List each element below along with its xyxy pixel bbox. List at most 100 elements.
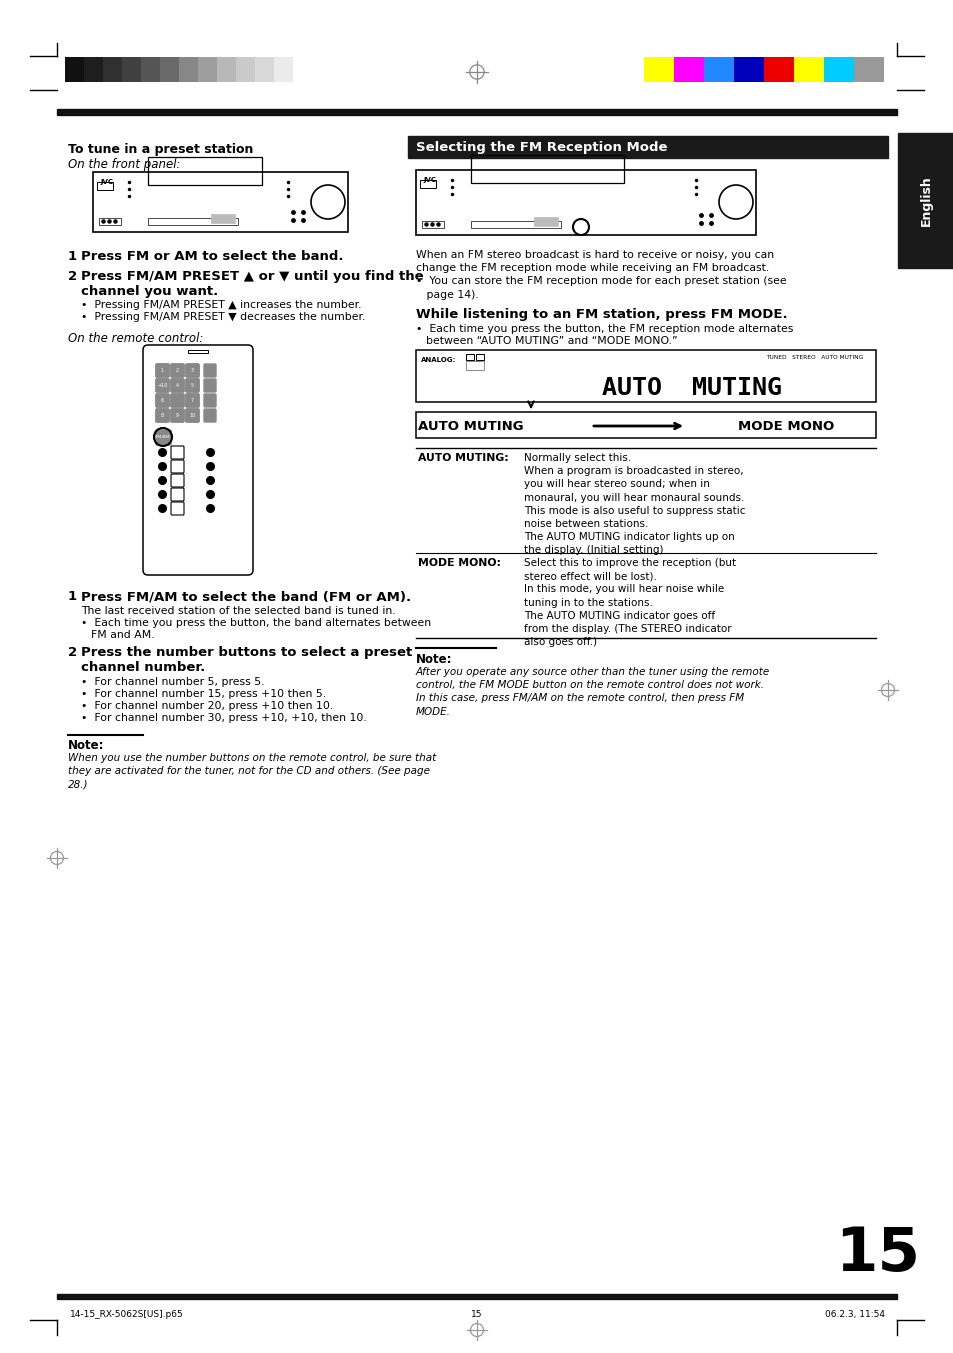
Bar xyxy=(465,354,474,360)
Bar xyxy=(416,350,875,402)
FancyBboxPatch shape xyxy=(155,364,169,377)
Text: 3: 3 xyxy=(191,368,193,373)
Bar xyxy=(188,350,208,353)
Text: Press FM or AM to select the band.: Press FM or AM to select the band. xyxy=(81,250,343,262)
Text: When an FM stereo broadcast is hard to receive or noisy, you can
change the FM r: When an FM stereo broadcast is hard to r… xyxy=(416,250,786,299)
Text: •  Each time you press the button, the band alternates between: • Each time you press the button, the ba… xyxy=(81,618,431,628)
FancyBboxPatch shape xyxy=(186,409,199,422)
Bar xyxy=(198,57,216,83)
Bar xyxy=(57,1293,896,1299)
Text: 2: 2 xyxy=(175,368,179,373)
Text: channel you want.: channel you want. xyxy=(81,285,218,298)
Text: 2: 2 xyxy=(68,271,77,283)
Bar xyxy=(793,57,823,83)
Bar xyxy=(274,57,293,83)
Bar xyxy=(416,170,755,235)
Bar xyxy=(103,57,122,83)
FancyBboxPatch shape xyxy=(171,394,184,407)
Bar xyxy=(534,216,558,226)
Bar xyxy=(65,57,84,83)
Bar xyxy=(408,137,887,158)
Bar xyxy=(476,354,483,360)
Bar xyxy=(211,214,234,223)
FancyBboxPatch shape xyxy=(155,379,169,392)
Bar xyxy=(97,183,112,189)
Text: MODE MONO: MODE MONO xyxy=(737,419,833,433)
Bar xyxy=(235,57,254,83)
Text: 1: 1 xyxy=(68,590,77,603)
FancyBboxPatch shape xyxy=(155,409,169,422)
FancyBboxPatch shape xyxy=(171,409,184,422)
Bar xyxy=(122,57,141,83)
Text: When you use the number buttons on the remote control, be sure that
they are act: When you use the number buttons on the r… xyxy=(68,754,436,789)
FancyBboxPatch shape xyxy=(204,409,215,422)
Text: •  For channel number 15, press +10 then 5.: • For channel number 15, press +10 then … xyxy=(81,689,326,700)
Text: TUNED   STEREO   AUTO MUTING: TUNED STEREO AUTO MUTING xyxy=(765,354,862,360)
Text: 14-15_RX-5062S[US].p65: 14-15_RX-5062S[US].p65 xyxy=(70,1310,184,1319)
Text: 8: 8 xyxy=(161,413,164,418)
Bar xyxy=(188,350,208,354)
Text: •  Pressing FM/AM PRESET ▼ decreases the number.: • Pressing FM/AM PRESET ▼ decreases the … xyxy=(81,313,365,322)
Bar xyxy=(148,218,237,225)
Text: 9: 9 xyxy=(175,413,179,418)
Bar xyxy=(763,57,793,83)
Bar xyxy=(853,57,883,83)
Text: +10: +10 xyxy=(157,383,168,388)
Text: Note:: Note: xyxy=(416,653,452,666)
Bar xyxy=(92,172,348,231)
Text: JVC: JVC xyxy=(422,177,436,183)
Text: AUTO MUTING:: AUTO MUTING: xyxy=(417,453,508,463)
Text: Selecting the FM Reception Mode: Selecting the FM Reception Mode xyxy=(416,142,667,154)
Text: 4: 4 xyxy=(175,383,179,388)
Bar xyxy=(141,57,160,83)
Bar xyxy=(99,218,121,225)
Text: Normally select this.
When a program is broadcasted in stereo,
you will hear ste: Normally select this. When a program is … xyxy=(523,453,744,555)
Bar xyxy=(57,110,896,115)
Text: Press the number buttons to select a preset: Press the number buttons to select a pre… xyxy=(81,645,412,659)
Bar xyxy=(416,413,875,438)
Bar xyxy=(216,57,235,83)
FancyBboxPatch shape xyxy=(204,379,215,392)
Text: While listening to an FM station, press FM MODE.: While listening to an FM station, press … xyxy=(416,308,787,321)
Text: 1: 1 xyxy=(161,368,164,373)
Text: AUTO  MUTING: AUTO MUTING xyxy=(601,376,781,400)
Text: JVC: JVC xyxy=(100,179,112,185)
Bar xyxy=(254,57,274,83)
Text: 5: 5 xyxy=(191,383,193,388)
Bar xyxy=(733,57,763,83)
Text: To tune in a preset station: To tune in a preset station xyxy=(68,143,253,156)
FancyBboxPatch shape xyxy=(204,394,215,407)
Bar xyxy=(703,57,733,83)
Text: 15: 15 xyxy=(835,1224,920,1284)
Bar xyxy=(421,221,443,229)
Text: •  Each time you press the button, the FM reception mode alternates: • Each time you press the button, the FM… xyxy=(416,323,793,334)
Text: 1: 1 xyxy=(68,250,77,262)
FancyBboxPatch shape xyxy=(156,430,171,445)
Bar xyxy=(84,57,103,83)
Text: •  For channel number 20, press +10 then 10.: • For channel number 20, press +10 then … xyxy=(81,701,333,710)
FancyBboxPatch shape xyxy=(171,364,184,377)
Text: 06.2.3, 11:54: 06.2.3, 11:54 xyxy=(824,1310,884,1319)
Bar xyxy=(179,57,198,83)
Text: English: English xyxy=(919,175,931,226)
Bar xyxy=(673,57,703,83)
Text: Note:: Note: xyxy=(68,739,105,752)
Text: On the remote control:: On the remote control: xyxy=(68,331,203,345)
FancyBboxPatch shape xyxy=(171,379,184,392)
Text: 15: 15 xyxy=(471,1310,482,1319)
FancyBboxPatch shape xyxy=(186,394,199,407)
FancyBboxPatch shape xyxy=(155,394,169,407)
Bar xyxy=(419,180,436,188)
Text: •  For channel number 30, press +10, +10, then 10.: • For channel number 30, press +10, +10,… xyxy=(81,713,366,723)
Text: FM and AM.: FM and AM. xyxy=(91,630,154,640)
Bar xyxy=(465,361,483,369)
Bar xyxy=(897,133,953,268)
Text: The last received station of the selected band is tuned in.: The last received station of the selecte… xyxy=(81,606,395,616)
Text: After you operate any source other than the tuner using the remote
control, the : After you operate any source other than … xyxy=(416,667,769,717)
Text: •  For channel number 5, press 5.: • For channel number 5, press 5. xyxy=(81,676,264,687)
FancyBboxPatch shape xyxy=(186,379,199,392)
Text: 10: 10 xyxy=(190,413,195,418)
Text: between “AUTO MUTING” and “MODE MONO.”: between “AUTO MUTING” and “MODE MONO.” xyxy=(426,336,677,346)
Text: ANALOG:: ANALOG: xyxy=(420,357,456,363)
FancyBboxPatch shape xyxy=(204,364,215,377)
